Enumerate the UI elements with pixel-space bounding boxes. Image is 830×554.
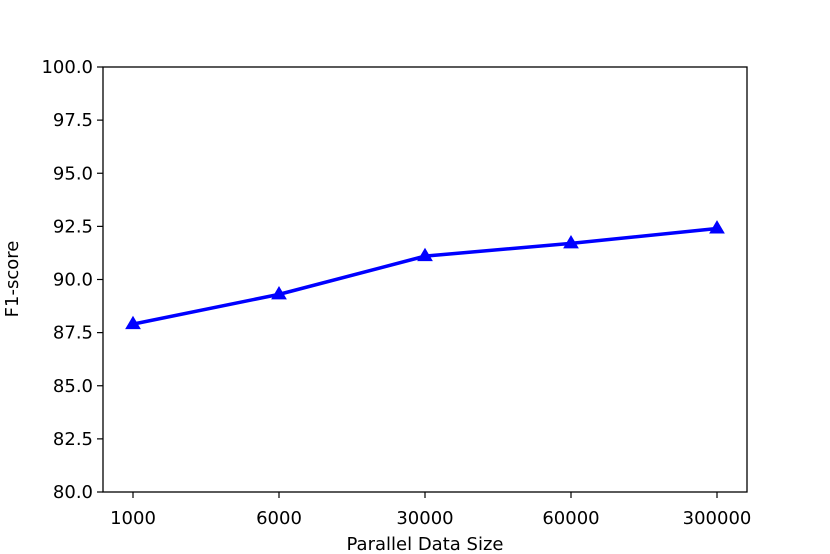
data-point-marker	[563, 235, 579, 249]
series-layer	[125, 220, 725, 330]
data-point-marker	[417, 247, 433, 262]
y-tick-label: 100.0	[41, 57, 93, 78]
x-axis: 1000 6000 30000 60000 300000	[110, 492, 751, 529]
x-tick-label: 1000	[110, 508, 156, 529]
x-tick-label: 30000	[396, 508, 453, 529]
y-tick-label: 82.5	[53, 429, 93, 450]
x-tick-label: 60000	[542, 508, 599, 529]
y-tick-label: 97.5	[53, 110, 93, 131]
y-tick-label: 92.5	[53, 216, 93, 237]
plot-frame	[102, 66, 748, 493]
y-axis: 80.0 82.5 85.0 87.5 90.0 92.5 95.0 97.5 100.0	[41, 57, 103, 503]
y-axis-label: F1-score	[2, 241, 23, 318]
data-point-marker	[709, 220, 725, 234]
x-axis-label: Parallel Data Size	[347, 534, 504, 554]
y-tick-label: 85.0	[53, 376, 93, 397]
y-tick-label: 95.0	[53, 163, 93, 184]
y-tick-label: 87.5	[53, 323, 93, 344]
series-line	[132, 226, 718, 326]
x-tick-label: 300000	[683, 508, 752, 529]
data-point-marker	[125, 315, 141, 330]
y-tick-label: 80.0	[53, 482, 93, 503]
x-tick-label: 6000	[256, 508, 302, 529]
data-point-marker	[271, 286, 287, 300]
y-tick-label: 90.0	[53, 270, 93, 291]
